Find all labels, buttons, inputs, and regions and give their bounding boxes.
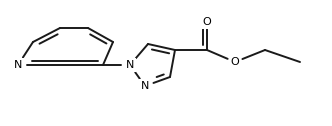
Text: N: N: [141, 81, 149, 91]
Text: N: N: [126, 60, 134, 70]
Text: N: N: [14, 60, 22, 70]
Text: O: O: [203, 17, 211, 27]
Text: O: O: [231, 57, 239, 67]
